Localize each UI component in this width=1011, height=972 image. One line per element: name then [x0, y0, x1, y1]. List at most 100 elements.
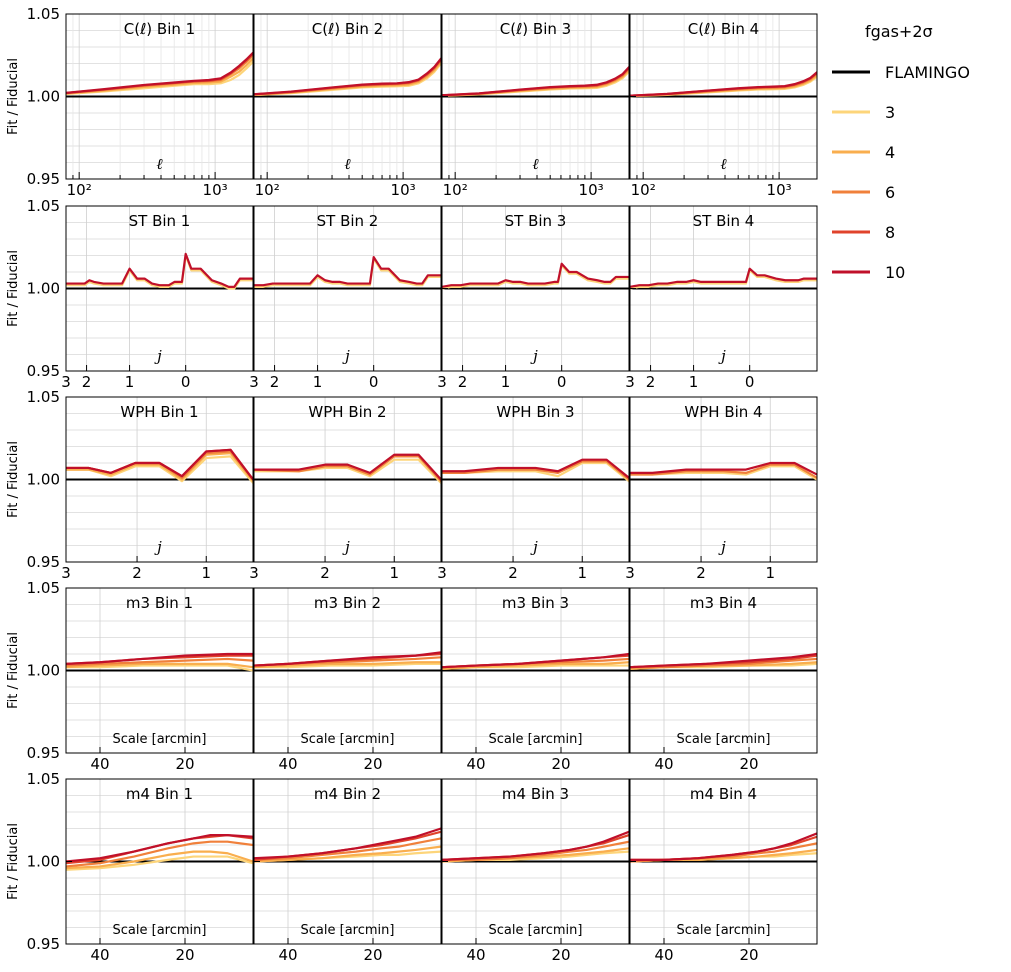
panel-title: ST Bin 3	[505, 212, 567, 230]
series-line-6	[442, 460, 629, 481]
x-tick-label: 20	[363, 755, 382, 773]
series-line-10	[254, 57, 441, 96]
panel-c-bin-1: 10² 10³ C(ℓ) Bin 1 ℓ	[65, 13, 254, 199]
y-axis-label: Fit / Fiducial	[6, 632, 21, 709]
y-tick-label: 1.00	[27, 471, 60, 489]
legend-entry-4: 4	[832, 143, 895, 162]
series-line-10	[630, 652, 817, 669]
panel-st-bin-3: 3 2 1 0 ST Bin 3 j	[437, 205, 630, 391]
x-tick-label: 20	[363, 946, 382, 964]
panel-c-bin-3: 10² 10³ C(ℓ) Bin 3 ℓ	[441, 13, 630, 199]
x-tick-label: 1	[501, 373, 511, 391]
x-axis-label: ℓ	[156, 155, 162, 173]
panel-st-bin-2: 3 2 1 0 ST Bin 2 j	[249, 205, 442, 391]
x-tick-label: 40	[466, 755, 485, 773]
panel-title: WPH Bin 3	[496, 403, 574, 421]
panel-m3-bin-2: 40 20 m3 Bin 2 Scale [arcmin]	[253, 587, 442, 773]
x-tick-label: 3	[61, 373, 71, 391]
x-axis-label: ℓ	[720, 155, 726, 173]
legend-title: fgas+2σ	[865, 22, 933, 41]
panel-st-bin-4: 3 2 1 0 ST Bin 4 j	[625, 205, 818, 391]
x-tick-label: 40	[278, 946, 297, 964]
x-axis-label: ℓ	[344, 155, 350, 173]
panel-m3-bin-4: 40 20 m3 Bin 4 Scale [arcmin]	[629, 587, 818, 773]
row-c: Fit / Fiducial 0.95 1.00 1.05 10² 10³ C(ℓ) Bin…	[6, 5, 818, 199]
x-tick-label: 10³	[579, 181, 604, 199]
panel-c-bin-4: 10² 10³ C(ℓ) Bin 4 ℓ	[629, 13, 818, 199]
legend-label: 4	[885, 143, 895, 162]
x-axis-label: j	[342, 347, 350, 365]
legend: fgas+2σ FLAMINGO 3 4 6 8 10	[832, 22, 970, 282]
x-tick-label: 3	[249, 564, 259, 582]
y-tick-label: 1.05	[27, 579, 60, 597]
x-tick-label: 3	[625, 564, 635, 582]
series-line-10	[442, 458, 629, 479]
x-axis-label: j	[530, 347, 538, 365]
series-line-6	[66, 840, 253, 868]
x-axis-label: j	[718, 347, 726, 365]
panel-wph-bin-1: 3 2 1 WPH Bin 1 j	[61, 396, 254, 582]
panel-title: m4 Bin 4	[690, 785, 757, 803]
x-axis-label: Scale [arcmin]	[301, 732, 395, 747]
panel-title: WPH Bin 2	[308, 403, 386, 421]
x-tick-label: 40	[466, 946, 485, 964]
y-axis-label: Fit / Fiducial	[6, 58, 21, 135]
y-tick-label: 1.00	[27, 662, 60, 680]
x-tick-label: 0	[369, 373, 379, 391]
y-tick-label: 1.05	[27, 388, 60, 406]
series-line-6	[66, 657, 253, 667]
x-tick-label: 1	[389, 564, 399, 582]
series-line-3	[630, 269, 817, 290]
x-tick-label: 10³	[767, 181, 792, 199]
panel-st-bin-1: 3 2 1 0 ST Bin 1 j	[61, 205, 254, 391]
panel-title: ST Bin 1	[129, 212, 191, 230]
x-axis-label: j	[530, 538, 538, 556]
series-line-4	[254, 60, 441, 96]
x-tick-label: 2	[646, 373, 656, 391]
x-axis-label: j	[718, 538, 726, 556]
series-line-3	[66, 60, 253, 96]
x-tick-label: 1	[125, 373, 135, 391]
x-tick-label: 40	[90, 755, 109, 773]
x-tick-label: 0	[557, 373, 567, 391]
y-tick-label: 1.05	[27, 770, 60, 788]
x-tick-label: 3	[61, 564, 71, 582]
x-tick-label: 10³	[391, 181, 416, 199]
x-tick-label: 1	[765, 564, 775, 582]
panel-title: m4 Bin 1	[126, 785, 193, 803]
panel-m4-bin-3: 40 20 m4 Bin 3 Scale [arcmin]	[441, 778, 630, 964]
x-tick-label: 2	[270, 373, 280, 391]
series-line-10	[442, 830, 629, 861]
series-line-10	[254, 651, 441, 667]
series-line-10	[66, 833, 253, 863]
x-tick-label: 40	[654, 755, 673, 773]
x-tick-label: 40	[654, 946, 673, 964]
x-axis-label: j	[154, 347, 162, 365]
legend-entry-6: 6	[832, 183, 895, 202]
x-axis-label: Scale [arcmin]	[489, 732, 583, 747]
series-line-3	[442, 264, 629, 290]
panel-title: ST Bin 4	[693, 212, 755, 230]
series-line-10	[66, 252, 253, 288]
x-tick-label: 2	[320, 564, 330, 582]
panel-title: C(ℓ) Bin 1	[124, 20, 195, 38]
x-axis-label: ℓ	[532, 155, 538, 173]
panel-title: m3 Bin 3	[502, 594, 569, 612]
x-tick-label: 20	[551, 946, 570, 964]
x-axis-label: j	[342, 538, 350, 556]
series-line-10	[442, 66, 629, 97]
series-line-10	[254, 256, 441, 287]
panel-m4-bin-1: 40 20 m4 Bin 1 Scale [arcmin]	[65, 778, 254, 964]
series-line-10	[442, 652, 629, 669]
y-axis-label: Fit / Fiducial	[6, 441, 21, 518]
y-tick-label: 1.00	[27, 280, 60, 298]
x-axis-label: Scale [arcmin]	[301, 923, 395, 938]
panel-wph-bin-3: 3 2 1 WPH Bin 3 j	[437, 396, 630, 582]
x-tick-label: 2	[132, 564, 142, 582]
series-line-10	[630, 267, 817, 288]
x-axis-label: Scale [arcmin]	[113, 732, 207, 747]
series-line-3	[66, 254, 253, 290]
panel-title: m3 Bin 1	[126, 594, 193, 612]
x-tick-label: 1	[201, 564, 211, 582]
